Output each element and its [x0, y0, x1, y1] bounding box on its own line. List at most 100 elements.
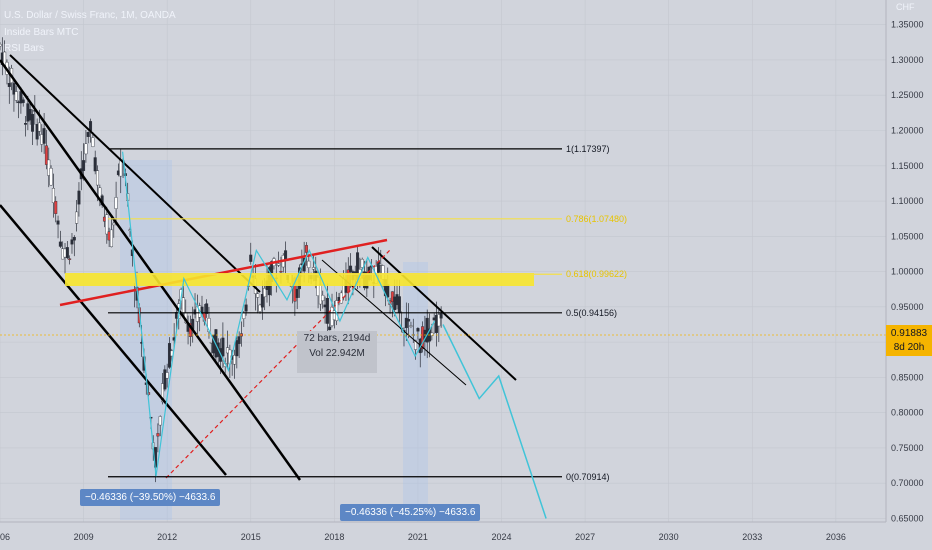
y-tick-label: 1.35000 — [891, 20, 924, 30]
candle-body — [68, 258, 72, 260]
candle-body — [42, 128, 46, 144]
measure-region-right — [403, 262, 428, 520]
candle-body — [49, 168, 53, 186]
horizontal-gridlines — [0, 24, 886, 519]
candle-body — [93, 157, 97, 172]
red-dashed-line — [165, 249, 391, 479]
candle-body — [263, 288, 267, 298]
x-tick-label: 2024 — [491, 532, 511, 542]
range-bars: 72 bars, 2194d — [303, 333, 371, 344]
fib-label: 1(1.17397) — [566, 144, 610, 154]
candle-body — [112, 222, 116, 226]
candle-body — [58, 241, 62, 247]
y-tick-label: 0.75000 — [891, 443, 924, 453]
candle-body — [404, 317, 408, 329]
red-trend-line — [59, 238, 388, 307]
fib-label: 0.5(0.94156) — [566, 308, 617, 318]
candle-body — [19, 91, 23, 104]
x-tick-label: 2036 — [826, 532, 846, 542]
current-price-tag: 0.91883 8d 20h — [886, 325, 932, 356]
x-tick-label: 2027 — [575, 532, 595, 542]
y-tick-label: 0.95000 — [891, 302, 924, 312]
candle-body — [260, 294, 264, 308]
y-tick-label: 1.20000 — [891, 126, 924, 136]
currency-label: CHF — [896, 2, 915, 12]
y-tick-label: 1.30000 — [891, 55, 924, 65]
candle-body — [56, 220, 60, 225]
y-tick-label: 1.15000 — [891, 161, 924, 171]
candle-body — [258, 304, 262, 312]
indicator-rsi-bars[interactable]: RSI Bars — [4, 43, 45, 54]
candle-body — [437, 314, 441, 327]
candle-body — [109, 229, 113, 248]
candle-body — [397, 296, 401, 313]
candle-body — [439, 313, 443, 319]
candle-body — [407, 319, 411, 322]
candle-body — [244, 304, 248, 312]
channel-upper-line — [0, 59, 302, 481]
fib-label: 0.618(0.99622) — [566, 269, 627, 279]
candle-body — [318, 284, 322, 305]
candle-body — [158, 416, 162, 426]
candle-body — [54, 201, 58, 214]
price-path-lines — [121, 151, 436, 477]
candle-body — [75, 211, 79, 224]
zigzag-line — [121, 151, 436, 477]
x-tick-label: 2009 — [74, 532, 94, 542]
channel-lower-line — [0, 204, 227, 476]
candle-body — [311, 267, 315, 270]
candle-body — [349, 265, 353, 272]
yellow-zone — [65, 273, 534, 286]
candle-body — [386, 284, 390, 298]
x-tick-label: 2012 — [157, 532, 177, 542]
measure-label-left: −0.46336 (−39.50%) −4633.6 — [80, 489, 221, 506]
short-channel-upper — [371, 246, 517, 381]
candle-body — [379, 263, 383, 266]
candle-body — [12, 83, 16, 95]
candle-body — [304, 245, 308, 253]
projection-path — [442, 324, 547, 519]
x-tick-label: 2015 — [241, 532, 261, 542]
candle-body — [321, 294, 325, 302]
candle-body — [295, 288, 299, 298]
candle-body — [114, 197, 118, 209]
candle-body — [84, 143, 88, 155]
x-tick-label: 2021 — [408, 532, 428, 542]
candle-body — [77, 190, 81, 205]
y-tick-label: 1.10000 — [891, 196, 924, 206]
candle-body — [82, 160, 86, 171]
candle-body — [279, 270, 283, 273]
currency-code: CHF — [896, 2, 915, 12]
channel-top-line — [9, 54, 261, 293]
candle-body — [235, 340, 239, 357]
candle-body — [221, 337, 225, 357]
bar-countdown: 8d 20h — [893, 342, 925, 353]
measure-region-left — [120, 160, 172, 520]
fib-label: 0(0.70914) — [566, 472, 610, 482]
candle-body — [47, 159, 51, 176]
candle-body — [242, 312, 246, 319]
candle-body — [35, 124, 39, 140]
x-tick-label: 2033 — [742, 532, 762, 542]
candle-body — [181, 297, 185, 314]
candle-body — [256, 293, 260, 298]
y-tick-label: 0.85000 — [891, 372, 924, 382]
candle-body — [96, 170, 100, 186]
candle-body — [7, 83, 11, 87]
fib-levels: 1(1.17397) 0.786(1.07480) 0.618(0.99622) 0.… — [108, 144, 627, 482]
candle-body — [205, 303, 209, 314]
candle-body — [156, 433, 160, 437]
indicator-inside-bars[interactable]: Inside Bars MTC — [4, 27, 79, 38]
candle-body — [430, 332, 434, 336]
current-price-value: 0.91883 — [890, 328, 928, 339]
candle-body — [44, 145, 48, 165]
candle-body — [277, 263, 281, 266]
candle-body — [328, 326, 332, 331]
chart-title: U.S. Dollar / Swiss Franc, 1M, OANDA — [4, 10, 176, 21]
candle-body — [161, 383, 165, 403]
candle-body — [21, 99, 25, 103]
y-axis-panel — [886, 0, 932, 550]
range-volume: Vol 22.942M — [309, 348, 365, 359]
candle-body — [163, 369, 167, 390]
